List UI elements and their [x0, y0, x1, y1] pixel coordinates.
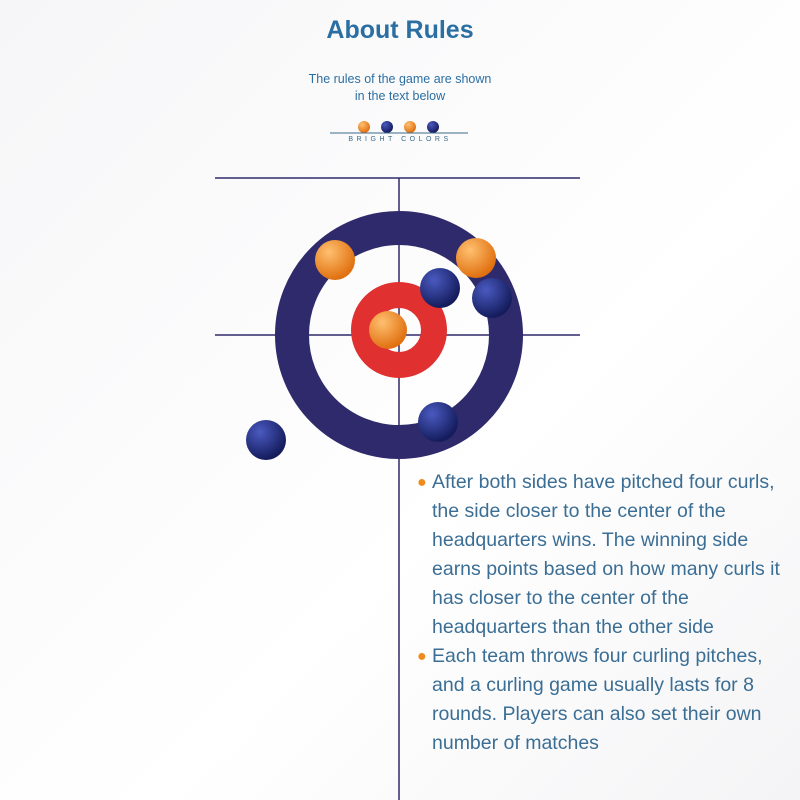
blue-stone [246, 420, 286, 460]
blue-stone [472, 278, 512, 318]
rules-list: ● After both sides have pitched four curl… [417, 468, 797, 758]
subtitle-line-1: The rules of the game are shown [308, 72, 492, 86]
orange-stone [315, 240, 355, 280]
button-ring [351, 282, 447, 378]
rule-item: ● After both sides have pitched four curl… [417, 468, 797, 642]
brand-text: BRIGHT COLORS [348, 136, 452, 143]
blue-stone [420, 268, 460, 308]
bullet-icon: ● [417, 474, 427, 491]
orange-stone [456, 238, 496, 278]
orange-stone [369, 311, 407, 349]
bullet-icon: ● [417, 648, 427, 665]
subtitle-line-2: in the text below [354, 89, 446, 103]
page-title: About Rules [326, 16, 474, 44]
stones [246, 238, 512, 460]
brand-logo [330, 121, 468, 134]
rule-item: ● Each team throws four curling pitches, … [417, 642, 797, 758]
blue-stone [418, 402, 458, 442]
outer-ring [275, 211, 523, 459]
